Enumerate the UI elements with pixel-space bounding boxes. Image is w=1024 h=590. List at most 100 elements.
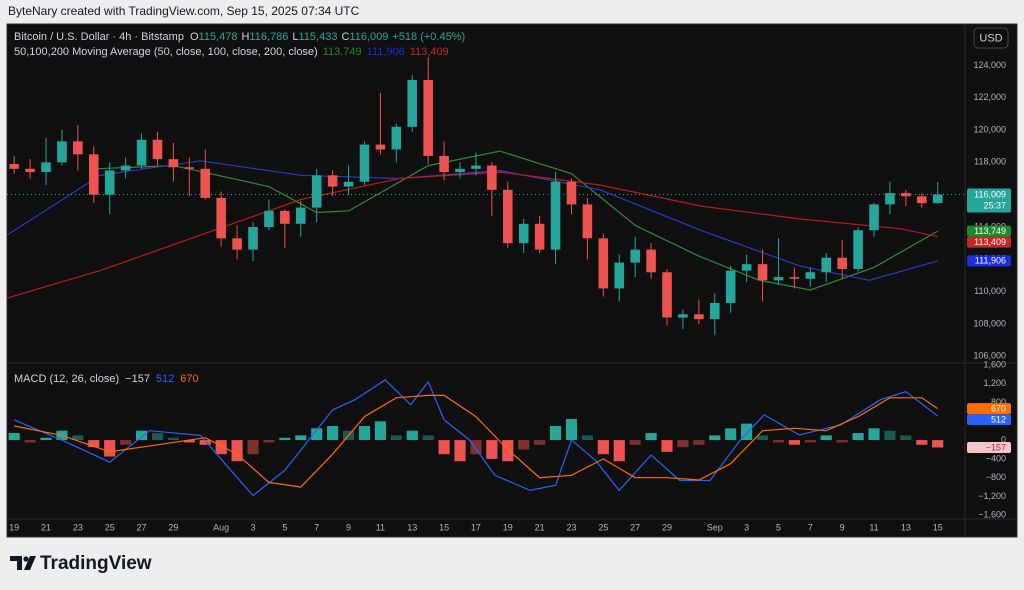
axis-value-label: 113,409	[974, 237, 1006, 247]
histogram-bar	[581, 435, 593, 441]
histogram-bar	[263, 440, 275, 443]
y-tick-label: 0	[1001, 434, 1006, 444]
y-tick-label: 1,600	[983, 359, 1006, 369]
histogram-bar	[72, 435, 84, 441]
ohlc-value: 115,433	[299, 31, 338, 43]
histogram-bar	[247, 440, 259, 455]
y-tick-label: −1,200	[978, 491, 1006, 501]
candle-body	[168, 159, 179, 168]
candle-body	[25, 168, 35, 173]
histogram-bar	[151, 433, 164, 441]
candle-body	[837, 257, 847, 270]
macd-line	[13, 379, 939, 497]
x-tick-label: Sep	[707, 522, 723, 532]
histogram-bar	[852, 433, 864, 441]
y-tick-label: 108,000	[973, 318, 1006, 328]
histogram-bar	[454, 440, 466, 462]
histogram-bar	[215, 440, 227, 455]
histogram-bar	[756, 435, 769, 441]
candle-body	[550, 181, 561, 250]
candle-body	[264, 210, 274, 228]
histogram-bar	[932, 440, 944, 448]
histogram-bar	[40, 437, 52, 441]
candle-body	[710, 302, 720, 320]
y-tick-label: 106,000	[973, 351, 1006, 361]
candle-body	[566, 181, 577, 205]
y-tick-label: 120,000	[973, 124, 1006, 134]
histogram-bar	[788, 440, 800, 445]
candle-body	[455, 168, 465, 173]
histogram-bar	[709, 435, 721, 441]
x-tick-label: 13	[901, 522, 911, 532]
countdown-label: 25:37	[983, 200, 1006, 210]
histogram-bar	[884, 430, 896, 441]
currency-button[interactable]	[973, 27, 1009, 49]
ohlc-value: 115,478	[199, 31, 238, 43]
candle-body	[662, 272, 672, 318]
histogram-bar	[120, 440, 132, 445]
candle-body	[789, 277, 800, 279]
change: +518 (+0.45%)	[392, 31, 465, 43]
histogram-bar	[549, 425, 562, 441]
brand-name: TradingView	[40, 553, 152, 574]
histogram-bar	[104, 440, 116, 457]
histogram-bar	[406, 430, 418, 441]
histogram-bar	[88, 440, 100, 448]
histogram-bar	[725, 428, 737, 441]
x-tick-label: 13	[407, 522, 417, 532]
candle-body	[630, 249, 640, 263]
axis-value-label: 113,749	[974, 226, 1006, 236]
histogram-bar	[390, 435, 402, 441]
last-price-label: 116,009	[974, 189, 1006, 199]
x-tick-label: 25	[598, 522, 608, 532]
last-price-box	[967, 188, 1011, 213]
ohlc-label: H	[241, 31, 249, 43]
macd-legend: MACD (12, 26, close) −157 512 670	[14, 373, 199, 385]
candle-body	[821, 257, 832, 273]
y-tick-label: −800	[986, 472, 1006, 482]
candle-body	[327, 175, 338, 187]
histogram-bar	[804, 440, 816, 443]
ohlc-label: L	[292, 31, 298, 43]
x-tick-label: 17	[471, 522, 481, 532]
histogram-bar	[279, 437, 291, 441]
candle-body	[487, 165, 497, 190]
candle-body	[120, 165, 131, 171]
x-tick-label: 21	[535, 522, 545, 532]
histogram-bar	[502, 440, 514, 462]
macd-title: MACD (12, 26, close)	[14, 373, 119, 385]
candle-body	[152, 139, 163, 160]
candle-body	[917, 196, 927, 204]
histogram-bar	[327, 425, 339, 441]
candle-body	[359, 144, 370, 182]
x-tick-label: 3	[251, 522, 256, 532]
ma-value: 113,749	[323, 46, 362, 58]
candle-body	[57, 141, 67, 163]
candle-body	[518, 223, 529, 244]
histogram-bar	[24, 440, 36, 443]
x-tick-label: 11	[869, 522, 878, 532]
macd-line	[14, 394, 939, 488]
candle-body	[757, 264, 768, 281]
ohlc-label: C	[341, 31, 349, 43]
histogram-bar	[358, 425, 371, 441]
histogram-bar	[820, 435, 832, 441]
candle-body	[407, 79, 418, 127]
ohlc-label: O	[190, 31, 199, 43]
histogram-bar	[693, 440, 705, 445]
histogram-bar	[422, 435, 434, 441]
candle-body	[853, 230, 863, 270]
x-tick-label: 7	[314, 522, 319, 532]
hist-value: −157	[125, 373, 150, 385]
candle-body	[200, 168, 211, 198]
ohlc-value: 116,786	[249, 31, 288, 43]
candle-body	[503, 189, 513, 244]
candle-body	[41, 162, 51, 173]
histogram-bar	[741, 423, 753, 441]
ma-values: 113,749 111,906 113,409	[323, 46, 449, 58]
histogram-bar	[661, 440, 673, 452]
candle-body	[614, 262, 625, 289]
currency-label[interactable]: USD	[979, 32, 1002, 44]
ohlc: O115,478 H116,786 L115,433 C116,009	[190, 31, 388, 43]
